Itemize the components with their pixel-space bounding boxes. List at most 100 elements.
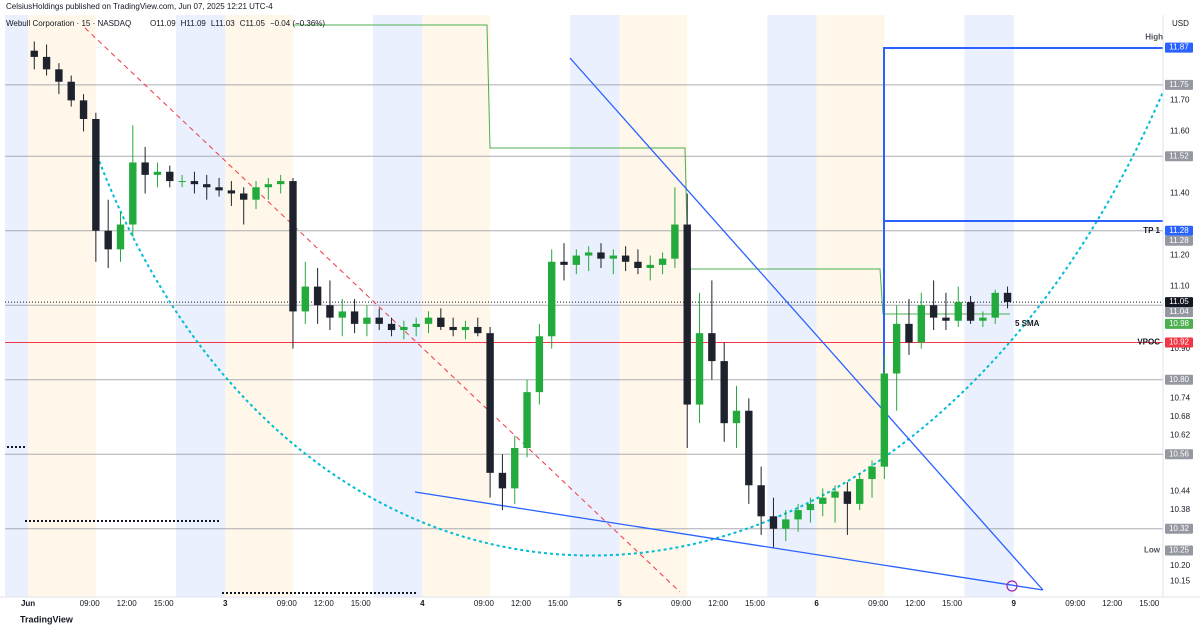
candle-body [560, 261, 568, 265]
candle-body [387, 323, 396, 331]
candle-body [412, 323, 420, 327]
currency: USD [1172, 19, 1189, 28]
x-tick-label: 09:00 [474, 599, 495, 608]
price-tag [1165, 523, 1193, 534]
y-tick-label: 11.70 [1170, 95, 1190, 104]
candle-body [942, 317, 950, 321]
price-tag [1165, 235, 1193, 246]
candles [30, 41, 1012, 548]
candle-body [954, 302, 962, 321]
price-tag [1165, 151, 1193, 162]
price-tag-label: 10.32 [1169, 524, 1190, 533]
afterhours-band [570, 15, 620, 597]
axes: 11.70 11.60 11.40 11.20 11.10 10.90 10.74 10.68… [21, 95, 1191, 608]
x-tick-label: Jun [21, 599, 35, 608]
candle-body [905, 323, 913, 343]
ohlc-value: O11.09 [150, 19, 176, 28]
candle-body [892, 323, 901, 374]
candle-body [141, 162, 149, 175]
price-tag [1165, 337, 1193, 348]
candle-body [129, 162, 137, 225]
candle-body [757, 485, 765, 517]
candle-body [1003, 292, 1012, 303]
x-tick-label: 15:00 [351, 599, 372, 608]
candle-body [289, 181, 297, 312]
x-tick-label: 15:00 [745, 599, 766, 608]
tag-note: 5 SMA [1015, 319, 1040, 328]
x-tick-label: 15:00 [1139, 599, 1160, 608]
candle-body [708, 333, 716, 362]
candle-body [55, 69, 63, 82]
blue-trendline [569, 57, 1044, 591]
candle-body [523, 392, 531, 449]
candle-body [252, 187, 260, 200]
price-tag-label: 11.87 [1169, 43, 1189, 52]
price-tag [1165, 79, 1193, 90]
price-tag [1165, 42, 1193, 53]
candle-body [769, 516, 778, 529]
candle-body [646, 264, 654, 268]
premarket-band [225, 15, 293, 597]
candle-body [276, 181, 285, 185]
candle-body [350, 311, 359, 324]
x-tick-label: 5 [617, 599, 622, 608]
x-tick-label: 12:00 [117, 599, 138, 608]
candle-body [240, 193, 248, 200]
candle-body [658, 258, 667, 265]
candle-body [326, 305, 334, 318]
x-tick-label: 15:00 [942, 599, 963, 608]
tag-note: Low [1144, 546, 1161, 555]
y-tick-label: 10.38 [1170, 505, 1191, 514]
price-tag-label: 10.56 [1169, 449, 1190, 458]
price-tag-label: 11.05 [1169, 297, 1189, 306]
afterhours-band [175, 15, 226, 597]
candle-body [30, 50, 38, 57]
candle-body [424, 317, 433, 324]
candle-body [966, 302, 975, 321]
price-tag [1165, 318, 1193, 329]
candle-body [806, 503, 815, 511]
candle-body [203, 184, 211, 188]
candle-body [227, 190, 236, 194]
candle-body [683, 224, 691, 405]
candle-body [461, 326, 470, 331]
target-box [883, 47, 1163, 400]
price-tag-label: 11.28 [1169, 236, 1189, 245]
candle-body [375, 317, 383, 324]
brand: TradingView [20, 614, 74, 624]
candle-body [831, 491, 839, 498]
afterhours-band [373, 15, 423, 597]
y-tick-label: 10.68 [1170, 412, 1191, 421]
blue-trendline [414, 491, 1044, 591]
event-icon[interactable] [1006, 580, 1018, 592]
candle-body [153, 171, 162, 175]
candle-body [437, 317, 445, 327]
price-tag-label: 11.28 [1169, 226, 1189, 235]
candle-body [794, 510, 802, 520]
candle-body [991, 292, 999, 318]
tag-note: TP 1 [1143, 226, 1160, 235]
drawings [7, 24, 1164, 594]
candle-body [178, 181, 186, 183]
afterhours-band [5, 15, 29, 597]
candle-body [166, 171, 174, 182]
x-tick-label: 12:00 [314, 599, 335, 608]
price-tag [1165, 225, 1193, 236]
x-tick-label: 09:00 [671, 599, 692, 608]
x-tick-label: 9 [1011, 599, 1016, 608]
y-tick-label: 11.60 [1170, 127, 1190, 136]
candle-body [474, 326, 482, 334]
candle-body [548, 261, 556, 337]
y-tick-label: 10.90 [1170, 344, 1191, 353]
candle-body [535, 336, 544, 393]
candle-body [929, 305, 938, 318]
candle-body [671, 224, 679, 259]
candle-body [338, 311, 346, 318]
candle-body [856, 479, 864, 504]
y-tick-label: 11.10 [1170, 282, 1190, 291]
price-tag [1165, 374, 1193, 385]
price-tag [1165, 449, 1193, 460]
y-tick-label: 11.40 [1170, 189, 1190, 198]
ohlc-legend: O11.09 H11.09 L11.03 C11.05 −0.04 (−0.36%) [150, 19, 325, 28]
